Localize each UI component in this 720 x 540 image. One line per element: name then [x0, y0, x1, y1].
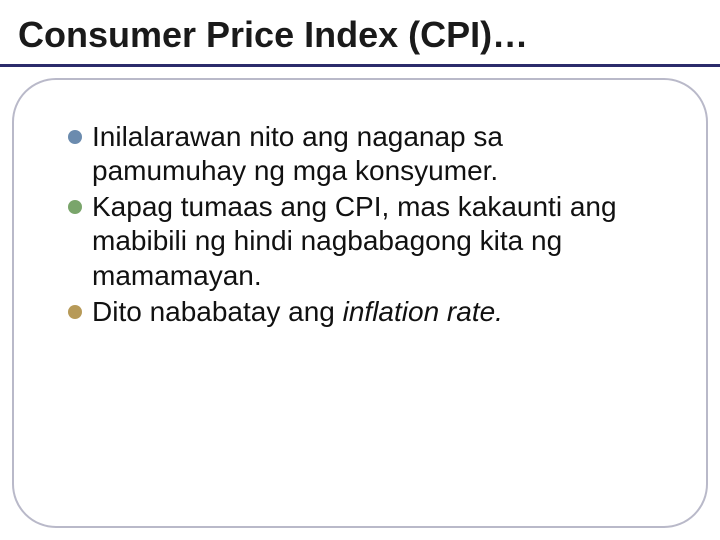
bullet-list: Inilalarawan nito ang naganap sa pamumuh… [68, 120, 660, 331]
list-item: Dito nababatay ang inflation rate. [68, 295, 660, 329]
bullet-icon [68, 130, 82, 144]
list-item: Inilalarawan nito ang naganap sa pamumuh… [68, 120, 660, 188]
bullet-plain: Inilalarawan nito ang naganap sa pamumuh… [92, 121, 503, 186]
bullet-icon [68, 305, 82, 319]
bullet-text: Kapag tumaas ang CPI, mas kakaunti ang m… [92, 190, 660, 292]
bullet-plain: Dito nababatay ang [92, 296, 343, 327]
bullet-italic: inflation rate. [343, 296, 503, 327]
title-underline [0, 64, 720, 67]
bullet-plain: Kapag tumaas ang CPI, mas kakaunti ang m… [92, 191, 617, 290]
bullet-icon [68, 200, 82, 214]
list-item: Kapag tumaas ang CPI, mas kakaunti ang m… [68, 190, 660, 292]
bullet-text: Dito nababatay ang inflation rate. [92, 295, 503, 329]
bullet-text: Inilalarawan nito ang naganap sa pamumuh… [92, 120, 660, 188]
slide-title: Consumer Price Index (CPI)… [18, 14, 528, 56]
